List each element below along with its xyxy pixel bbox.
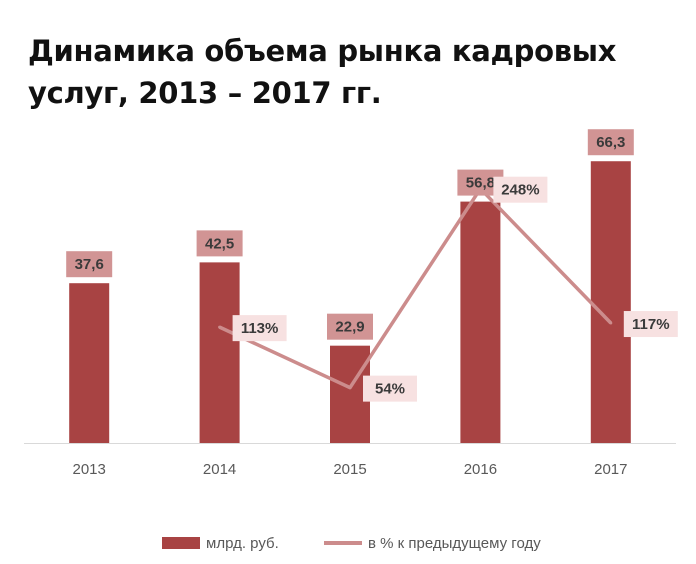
line-label-2014-bg [232, 315, 287, 342]
line-point-2017 [609, 321, 613, 325]
chart-legend: млрд. руб. в % к предыдущему году [0, 530, 696, 556]
bar-2016 [460, 201, 501, 443]
line-label-2016: 248% [501, 182, 539, 199]
bar-label-2015: 22,9 [335, 319, 364, 336]
bar-label-2014-bg [196, 230, 243, 257]
bar-label-2017: 66,3 [596, 134, 625, 151]
legend-item-line: в % к предыдущему году [324, 530, 541, 556]
bar-label-2015-bg [327, 313, 373, 340]
bar-2014 [199, 262, 240, 443]
chart-plot: 2013 2014 2015 2016 2017 37,6 42,5 22,9 56,8 66,3… [24, 129, 678, 478]
line-label-2016-bg [493, 176, 548, 203]
line-label-2015: 54% [375, 381, 405, 398]
bar-label-2013: 37,6 [75, 256, 104, 273]
line-label-2017: 117% [632, 316, 670, 333]
bar-label-2013-bg [66, 251, 113, 278]
legend-line-swatch [324, 541, 362, 545]
x-tick-label-2015: 2015 [333, 461, 366, 478]
x-tick-label-2014: 2014 [203, 461, 236, 478]
bar-label-2017-bg [587, 129, 634, 156]
line-label-2015-bg [363, 375, 417, 402]
x-tick-label-2013: 2013 [73, 461, 106, 478]
line-point-2015 [348, 386, 352, 390]
legend-bar-swatch [162, 537, 200, 549]
chart-title-line-2: услуг, 2013 – 2017 гг. [28, 76, 382, 110]
line-point-2014 [218, 325, 222, 329]
x-tick-label-2017: 2017 [594, 461, 627, 478]
x-tick-label-2016: 2016 [464, 461, 497, 478]
line-label-2014: 113% [241, 320, 279, 337]
line-series-growth [218, 186, 613, 390]
legend-item-bars: млрд. руб. [162, 530, 279, 556]
chart-title: Динамика объема рынка кадровых услуг, 20… [28, 30, 678, 114]
bar-label-2016: 56,8 [466, 175, 495, 192]
bar-2013 [69, 283, 110, 443]
bar-label-2014: 42,5 [205, 235, 234, 252]
legend-bar-label: млрд. руб. [206, 534, 279, 552]
chart-title-line-1: Динамика объема рынка кадровых [28, 34, 617, 68]
bar-2017 [590, 161, 631, 443]
legend-line-label: в % к предыдущему году [368, 534, 541, 552]
line-label-2017-bg [623, 311, 678, 338]
